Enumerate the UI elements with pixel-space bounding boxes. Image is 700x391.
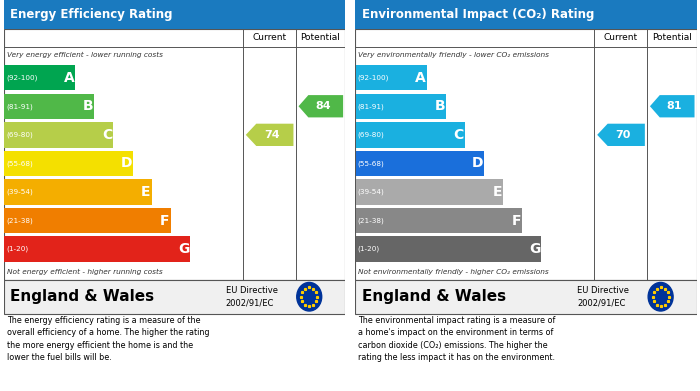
FancyBboxPatch shape bbox=[355, 29, 696, 280]
Text: B: B bbox=[83, 99, 94, 113]
FancyBboxPatch shape bbox=[356, 93, 446, 119]
FancyBboxPatch shape bbox=[356, 151, 484, 176]
Text: (1-20): (1-20) bbox=[6, 246, 29, 253]
Polygon shape bbox=[246, 124, 293, 146]
Text: D: D bbox=[472, 156, 484, 170]
Text: (81-91): (81-91) bbox=[6, 103, 33, 109]
Circle shape bbox=[297, 282, 322, 311]
Text: F: F bbox=[512, 213, 521, 228]
FancyBboxPatch shape bbox=[4, 179, 152, 205]
FancyBboxPatch shape bbox=[4, 237, 190, 262]
Text: Current: Current bbox=[603, 33, 638, 42]
FancyBboxPatch shape bbox=[356, 179, 503, 205]
Circle shape bbox=[648, 282, 673, 311]
FancyBboxPatch shape bbox=[356, 237, 541, 262]
Text: Potential: Potential bbox=[652, 33, 692, 42]
Text: 74: 74 bbox=[264, 130, 280, 140]
Text: EU Directive
2002/91/EC: EU Directive 2002/91/EC bbox=[225, 286, 277, 307]
FancyBboxPatch shape bbox=[4, 65, 75, 90]
Text: (92-100): (92-100) bbox=[6, 74, 38, 81]
Text: (81-91): (81-91) bbox=[358, 103, 384, 109]
Text: Current: Current bbox=[252, 33, 286, 42]
FancyBboxPatch shape bbox=[355, 0, 696, 29]
FancyBboxPatch shape bbox=[356, 208, 522, 233]
Text: Very environmentally friendly - lower CO₂ emissions: Very environmentally friendly - lower CO… bbox=[358, 52, 550, 58]
Text: (1-20): (1-20) bbox=[358, 246, 380, 253]
Text: A: A bbox=[415, 71, 426, 85]
FancyBboxPatch shape bbox=[356, 122, 465, 147]
Text: (69-80): (69-80) bbox=[358, 132, 384, 138]
Text: 70: 70 bbox=[616, 130, 631, 140]
Text: (55-68): (55-68) bbox=[6, 160, 33, 167]
Text: D: D bbox=[120, 156, 132, 170]
FancyBboxPatch shape bbox=[4, 151, 132, 176]
Polygon shape bbox=[298, 95, 343, 117]
Text: B: B bbox=[434, 99, 445, 113]
Text: A: A bbox=[64, 71, 74, 85]
FancyBboxPatch shape bbox=[4, 93, 94, 119]
FancyBboxPatch shape bbox=[355, 280, 696, 314]
Text: England & Wales: England & Wales bbox=[362, 289, 506, 304]
Polygon shape bbox=[650, 95, 694, 117]
Text: G: G bbox=[178, 242, 190, 256]
Text: C: C bbox=[102, 128, 113, 142]
Text: E: E bbox=[141, 185, 150, 199]
Text: (21-38): (21-38) bbox=[358, 217, 384, 224]
Text: Not energy efficient - higher running costs: Not energy efficient - higher running co… bbox=[7, 269, 162, 274]
Text: (39-54): (39-54) bbox=[358, 189, 384, 195]
FancyBboxPatch shape bbox=[356, 65, 426, 90]
FancyBboxPatch shape bbox=[4, 0, 345, 29]
Text: Energy Efficiency Rating: Energy Efficiency Rating bbox=[10, 8, 173, 21]
Text: F: F bbox=[160, 213, 169, 228]
Text: G: G bbox=[530, 242, 541, 256]
Text: Not environmentally friendly - higher CO₂ emissions: Not environmentally friendly - higher CO… bbox=[358, 269, 549, 274]
Text: Potential: Potential bbox=[300, 33, 340, 42]
Text: England & Wales: England & Wales bbox=[10, 289, 155, 304]
Text: (92-100): (92-100) bbox=[358, 74, 389, 81]
Text: The environmental impact rating is a measure of
a home's impact on the environme: The environmental impact rating is a mea… bbox=[358, 316, 556, 362]
Text: Environmental Impact (CO₂) Rating: Environmental Impact (CO₂) Rating bbox=[362, 8, 594, 21]
Text: 81: 81 bbox=[666, 101, 682, 111]
Text: Very energy efficient - lower running costs: Very energy efficient - lower running co… bbox=[7, 52, 163, 58]
Text: The energy efficiency rating is a measure of the
overall efficiency of a home. T: The energy efficiency rating is a measur… bbox=[7, 316, 209, 362]
Polygon shape bbox=[597, 124, 645, 146]
Text: E: E bbox=[492, 185, 502, 199]
Text: (39-54): (39-54) bbox=[6, 189, 33, 195]
FancyBboxPatch shape bbox=[4, 29, 345, 280]
FancyBboxPatch shape bbox=[4, 208, 171, 233]
Text: 84: 84 bbox=[315, 101, 331, 111]
Text: (69-80): (69-80) bbox=[6, 132, 33, 138]
Text: (55-68): (55-68) bbox=[358, 160, 384, 167]
Text: C: C bbox=[454, 128, 464, 142]
FancyBboxPatch shape bbox=[4, 280, 345, 314]
Text: (21-38): (21-38) bbox=[6, 217, 33, 224]
Text: EU Directive
2002/91/EC: EU Directive 2002/91/EC bbox=[577, 286, 629, 307]
FancyBboxPatch shape bbox=[4, 122, 113, 147]
